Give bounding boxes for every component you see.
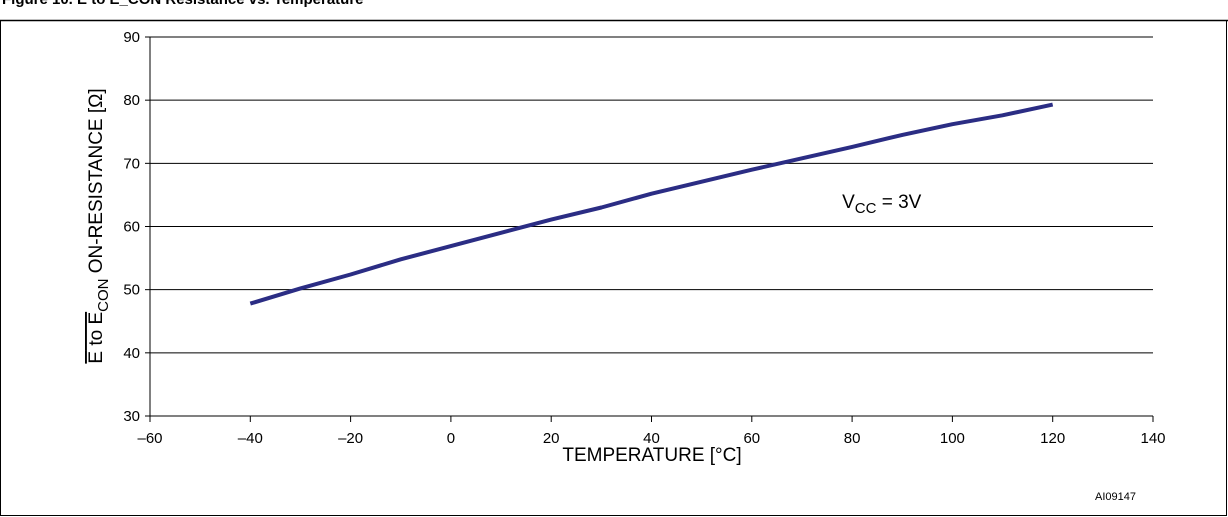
y-tick-label: 90 bbox=[123, 29, 140, 46]
x-tick-label: 0 bbox=[447, 430, 455, 447]
series-line bbox=[249, 102, 1054, 306]
x-tick-label: 20 bbox=[543, 430, 560, 447]
y-tick-label: 80 bbox=[123, 92, 140, 109]
y-tick-label: 50 bbox=[123, 282, 140, 299]
y-axis-title-suffix: ON-RESISTANCE [Ω] bbox=[86, 88, 107, 278]
vcc-annotation-main: V bbox=[842, 192, 855, 213]
x-tick-label: –40 bbox=[238, 430, 263, 447]
x-tick-label: 80 bbox=[844, 430, 861, 447]
vcc-annotation-rest: = 3V bbox=[876, 192, 921, 213]
x-tick-label: 40 bbox=[643, 430, 660, 447]
x-tick-label: 140 bbox=[1140, 430, 1165, 447]
x-tick-label: 120 bbox=[1040, 430, 1065, 447]
y-axis-title-sub: CON bbox=[95, 279, 112, 312]
y-tick-label: 70 bbox=[123, 155, 140, 172]
x-tick-label: 60 bbox=[743, 430, 760, 447]
gridlines bbox=[150, 36, 1153, 417]
figure-code: AI09147 bbox=[1095, 491, 1136, 503]
x-tick-label: 100 bbox=[940, 430, 965, 447]
series bbox=[249, 102, 1054, 306]
y-axis-title: E to ECON ON-RESISTANCE [Ω] bbox=[86, 88, 112, 363]
y-axis-title-prefix: E bbox=[86, 351, 107, 364]
figure-title: Figure 10. E to E_CON Resistance vs. Tem… bbox=[2, 0, 364, 8]
vcc-annotation-sub: CC bbox=[855, 200, 877, 217]
y-tick-label: 60 bbox=[123, 219, 140, 236]
x-axis-title: TEMPERATURE [°C] bbox=[562, 445, 741, 466]
y-tick-label: 30 bbox=[123, 408, 140, 425]
vcc-annotation: VCC = 3V bbox=[842, 192, 922, 217]
y-tick-label: 40 bbox=[123, 345, 140, 362]
x-tick-label: –60 bbox=[137, 430, 162, 447]
x-tick-label: –20 bbox=[338, 430, 363, 447]
y-axis-title-mid: to E bbox=[86, 312, 107, 351]
tick-labels: 30 40 50 60 70 80 90 –60 –40 –20 0 20 40 60 80 100 120 14… bbox=[123, 29, 1165, 447]
axes bbox=[145, 36, 1154, 422]
